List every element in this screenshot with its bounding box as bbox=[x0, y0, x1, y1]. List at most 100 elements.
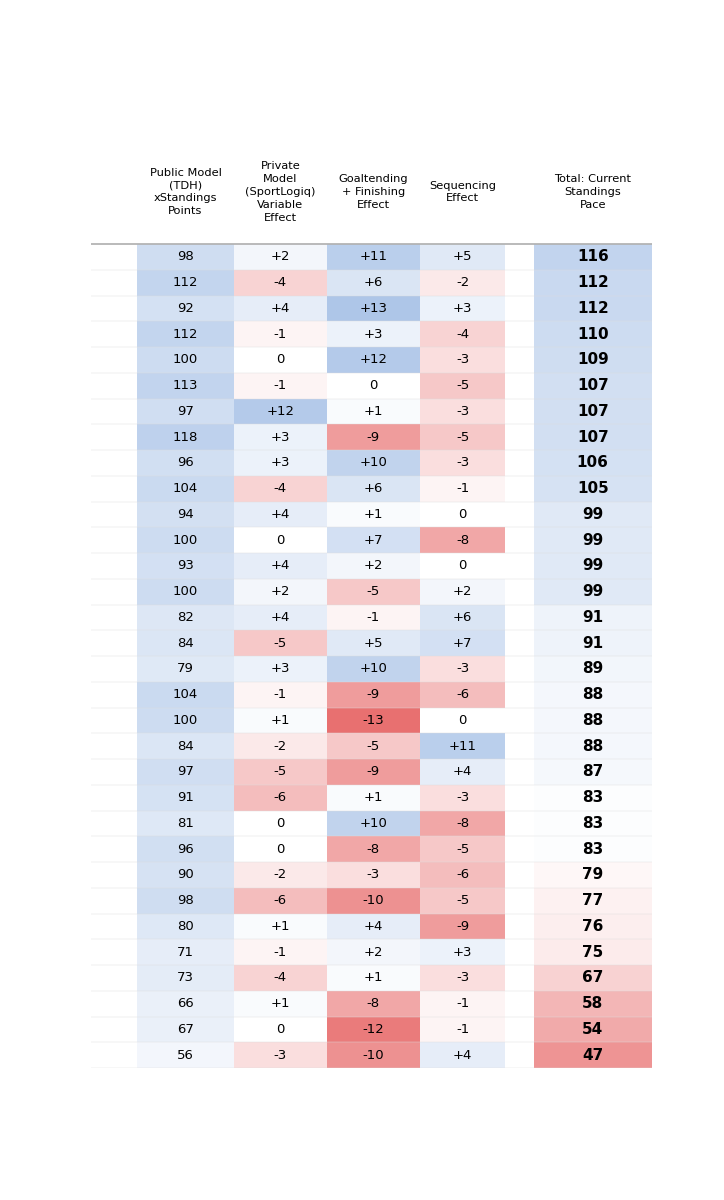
Text: 0: 0 bbox=[458, 714, 467, 727]
Bar bbox=[137, 940, 234, 965]
Text: 0: 0 bbox=[276, 1022, 285, 1036]
Text: 118: 118 bbox=[173, 431, 198, 444]
Text: +5: +5 bbox=[363, 637, 383, 649]
Bar bbox=[420, 940, 505, 965]
Bar bbox=[505, 913, 534, 940]
Bar bbox=[327, 295, 420, 322]
Bar bbox=[137, 785, 234, 810]
Bar bbox=[505, 656, 534, 682]
Bar bbox=[420, 578, 505, 605]
Text: 112: 112 bbox=[577, 275, 609, 290]
Text: +3: +3 bbox=[452, 302, 472, 314]
Bar bbox=[534, 991, 652, 1016]
Bar bbox=[505, 630, 534, 656]
Text: -1: -1 bbox=[367, 611, 380, 624]
Text: 0: 0 bbox=[369, 379, 377, 392]
Bar bbox=[327, 373, 420, 398]
Bar bbox=[505, 1043, 534, 1068]
Bar bbox=[420, 810, 505, 836]
Bar bbox=[420, 1043, 505, 1068]
Text: 92: 92 bbox=[177, 302, 194, 314]
Bar bbox=[505, 888, 534, 913]
Bar bbox=[234, 322, 327, 347]
Bar bbox=[534, 476, 652, 502]
Bar bbox=[534, 785, 652, 810]
Bar bbox=[90, 605, 137, 630]
Text: +6: +6 bbox=[363, 482, 383, 496]
Bar bbox=[505, 785, 534, 810]
Text: +13: +13 bbox=[359, 302, 387, 314]
Bar bbox=[137, 862, 234, 888]
Bar bbox=[534, 760, 652, 785]
Text: 98: 98 bbox=[177, 894, 194, 907]
Bar bbox=[90, 347, 137, 373]
Text: +4: +4 bbox=[271, 559, 290, 572]
Text: 116: 116 bbox=[577, 250, 609, 264]
Text: +1: +1 bbox=[363, 791, 383, 804]
Bar bbox=[505, 733, 534, 760]
Bar bbox=[327, 347, 420, 373]
Text: -5: -5 bbox=[456, 379, 469, 392]
Bar bbox=[420, 373, 505, 398]
Bar bbox=[234, 991, 327, 1016]
Bar bbox=[234, 450, 327, 476]
Bar bbox=[505, 270, 534, 295]
Text: +6: +6 bbox=[452, 611, 472, 624]
Bar bbox=[234, 425, 327, 450]
Text: 82: 82 bbox=[177, 611, 194, 624]
Text: +11: +11 bbox=[448, 739, 476, 752]
Text: +7: +7 bbox=[452, 637, 472, 649]
Bar bbox=[327, 398, 420, 425]
Bar bbox=[137, 373, 234, 398]
Text: -6: -6 bbox=[274, 894, 287, 907]
Bar bbox=[234, 940, 327, 965]
Text: +1: +1 bbox=[271, 920, 290, 932]
Bar bbox=[505, 940, 534, 965]
Text: 107: 107 bbox=[577, 430, 609, 445]
Bar bbox=[534, 862, 652, 888]
Bar bbox=[90, 991, 137, 1016]
Bar bbox=[327, 991, 420, 1016]
Text: -5: -5 bbox=[456, 842, 469, 856]
Bar bbox=[420, 913, 505, 940]
Text: 84: 84 bbox=[177, 739, 194, 752]
Bar bbox=[534, 244, 652, 270]
Bar bbox=[90, 450, 137, 476]
Text: +4: +4 bbox=[271, 611, 290, 624]
Bar bbox=[90, 295, 137, 322]
Bar bbox=[137, 965, 234, 991]
Bar bbox=[505, 425, 534, 450]
Bar bbox=[327, 682, 420, 708]
Bar bbox=[90, 888, 137, 913]
Bar bbox=[90, 862, 137, 888]
Text: -1: -1 bbox=[456, 997, 469, 1010]
Text: 83: 83 bbox=[582, 790, 603, 805]
Bar bbox=[420, 502, 505, 527]
Bar bbox=[327, 836, 420, 862]
Text: 100: 100 bbox=[173, 534, 198, 547]
Text: 88: 88 bbox=[582, 688, 603, 702]
Bar bbox=[327, 888, 420, 913]
Text: 56: 56 bbox=[177, 1049, 194, 1062]
Text: 96: 96 bbox=[177, 842, 194, 856]
Text: -1: -1 bbox=[274, 379, 287, 392]
Bar bbox=[505, 605, 534, 630]
Bar bbox=[234, 553, 327, 578]
Bar bbox=[234, 760, 327, 785]
Text: Public Model
(TDH)
xStandings
Points: Public Model (TDH) xStandings Points bbox=[149, 168, 222, 216]
Bar bbox=[420, 322, 505, 347]
Text: -3: -3 bbox=[456, 791, 469, 804]
Bar bbox=[327, 605, 420, 630]
Text: -9: -9 bbox=[367, 688, 380, 701]
Bar bbox=[90, 578, 137, 605]
Text: -3: -3 bbox=[367, 869, 380, 881]
Text: -12: -12 bbox=[363, 1022, 384, 1036]
Text: 100: 100 bbox=[173, 586, 198, 598]
Text: 107: 107 bbox=[577, 404, 609, 419]
Text: 99: 99 bbox=[582, 584, 603, 599]
Bar bbox=[90, 425, 137, 450]
Bar bbox=[327, 1043, 420, 1068]
Text: Total: Current
Standings
Pace: Total: Current Standings Pace bbox=[554, 174, 631, 210]
Text: -4: -4 bbox=[274, 971, 287, 984]
Text: 112: 112 bbox=[173, 328, 198, 341]
